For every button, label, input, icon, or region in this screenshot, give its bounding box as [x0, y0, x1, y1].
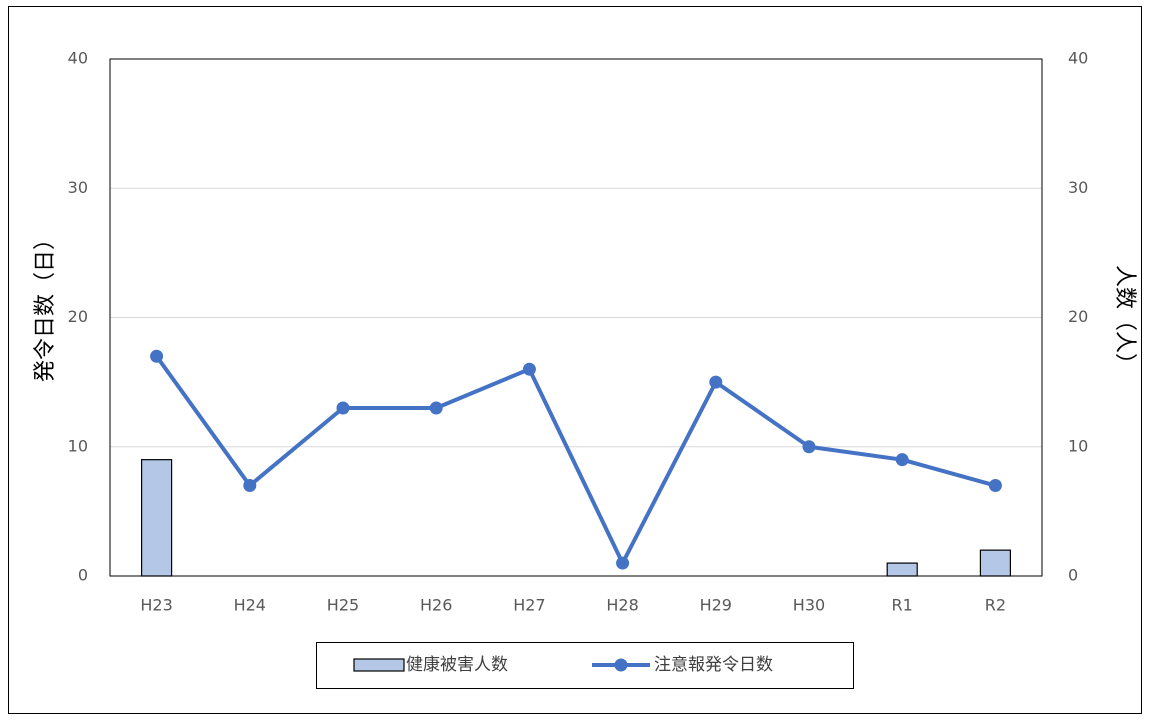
- bar: [141, 459, 173, 577]
- plot-border: [109, 58, 1043, 577]
- x-tick-label: H27: [513, 596, 545, 615]
- y-axis-title: 発令日数（日）: [33, 228, 58, 382]
- y2-tick-label: 0: [1068, 566, 1078, 585]
- legend-label: 注意報発令日数: [654, 655, 773, 675]
- y2-tick-label: 30: [1068, 178, 1088, 197]
- line-point: [709, 375, 723, 389]
- y-tick-label: 40: [68, 49, 88, 68]
- x-tick-label: H28: [606, 596, 638, 615]
- bar: [979, 549, 1012, 577]
- line-point: [522, 362, 536, 376]
- y2-tick-label: 40: [1068, 49, 1088, 68]
- line-point: [336, 401, 350, 415]
- y-tick-label: 30: [68, 178, 88, 197]
- bar: [886, 562, 918, 577]
- line-point: [243, 479, 257, 493]
- line-point: [802, 440, 816, 454]
- y-tick-label: 10: [68, 436, 88, 455]
- legend-swatch-point: [614, 658, 628, 672]
- x-tick-label: H30: [793, 596, 825, 615]
- line-point: [616, 556, 630, 570]
- line-point: [895, 453, 909, 467]
- line-point: [150, 349, 164, 363]
- legend-swatch: [353, 658, 405, 672]
- y-tick-label: 20: [68, 307, 88, 326]
- x-tick-label: H26: [420, 596, 452, 615]
- x-tick-label: H24: [234, 596, 266, 615]
- y-tick-label: 0: [78, 566, 88, 585]
- x-tick-label: R1: [892, 596, 913, 615]
- x-tick-label: H23: [140, 596, 172, 615]
- y2-tick-label: 10: [1068, 436, 1088, 455]
- line: [154, 355, 996, 566]
- legend-box: [316, 642, 854, 689]
- x-tick-label: H29: [700, 596, 732, 615]
- chart-border: [8, 6, 1142, 714]
- x-tick-label: H25: [327, 596, 359, 615]
- line-point: [988, 479, 1002, 493]
- y2-axis-title: 人数（人）: [1112, 265, 1137, 375]
- legend-label: 健康被害人数: [406, 655, 508, 675]
- x-tick-label: R2: [985, 596, 1006, 615]
- y2-tick-label: 20: [1068, 307, 1088, 326]
- line-point: [429, 401, 443, 415]
